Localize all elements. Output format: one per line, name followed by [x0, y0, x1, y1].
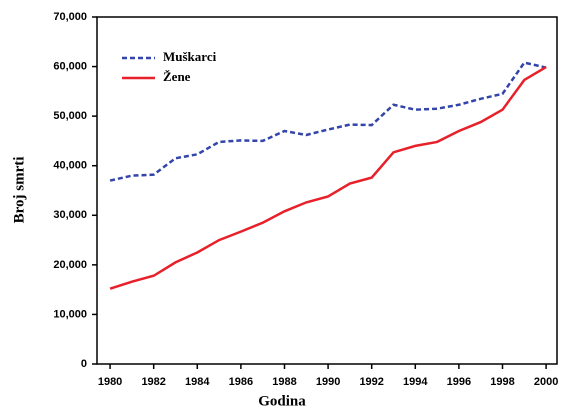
x-tick-label: 1996: [447, 376, 471, 388]
x-tick-label: 1992: [359, 376, 383, 388]
x-tick-label: 1982: [141, 376, 165, 388]
x-tick-label: 1980: [98, 376, 122, 388]
x-tick-label: 1998: [490, 376, 514, 388]
line-series: [109, 65, 547, 290]
y-tick-label: 50,000: [53, 110, 87, 122]
x-tick-label: 1990: [316, 376, 340, 388]
x-tick-label: 1994: [403, 376, 428, 388]
y-tick-label: 70,000: [53, 11, 87, 23]
legend-label: Žene: [163, 69, 191, 84]
plot-frame: [96, 16, 558, 365]
x-tick-label: 2000: [534, 376, 558, 388]
x-axis-title: Godina: [258, 393, 306, 409]
y-tick-label: 30,000: [53, 209, 87, 221]
x-tick-label: 1984: [185, 376, 210, 388]
x-tick-label: 1988: [272, 376, 296, 388]
x-tick-label: 1986: [229, 376, 253, 388]
y-tick-label: 0: [81, 358, 87, 370]
y-tick-label: 20,000: [53, 259, 87, 271]
line-series: [109, 61, 547, 182]
y-tick-label: 60,000: [53, 60, 87, 72]
y-tick-label: 40,000: [53, 160, 87, 172]
legend-label: Muškarci: [163, 49, 217, 64]
y-tick-label: 10,000: [53, 308, 87, 320]
y-axis-title: Broj smrti: [11, 157, 27, 224]
